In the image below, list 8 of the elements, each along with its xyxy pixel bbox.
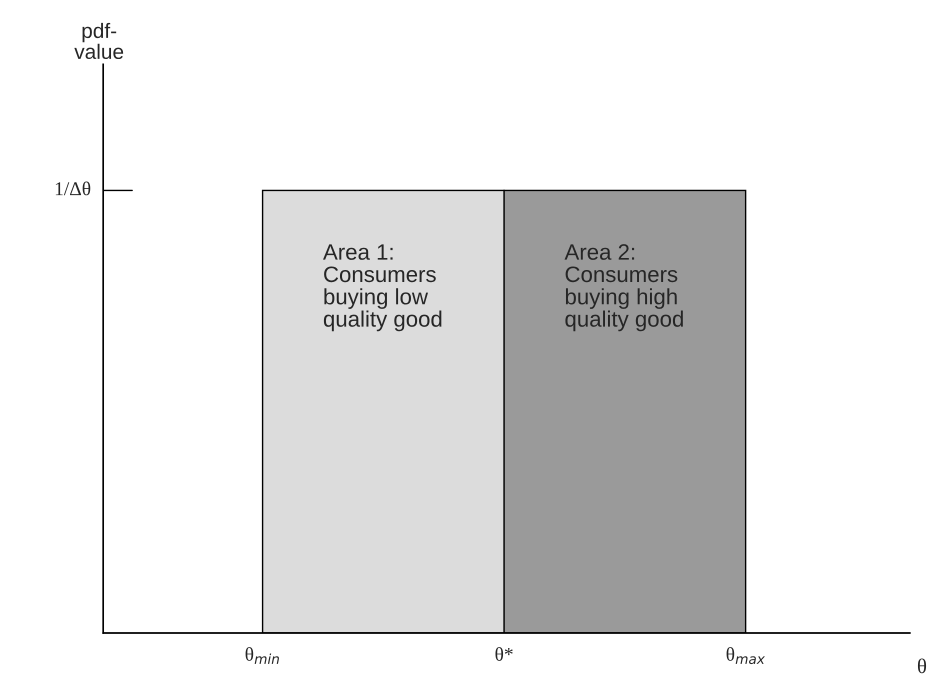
text: pdf- value bbox=[74, 22, 124, 60]
text: θ$_{min}$ bbox=[246, 647, 279, 664]
annotation: Area 2: Consumers buying high quality good bbox=[564, 244, 683, 332]
text: 1/Δθ bbox=[56, 182, 90, 196]
x-axis-title: θ bbox=[918, 658, 926, 674]
text: θ$_{max}$ bbox=[726, 647, 765, 664]
annotation: Area 1: Consumers buying low quality good bbox=[323, 244, 442, 332]
text: θ* bbox=[496, 647, 513, 661]
